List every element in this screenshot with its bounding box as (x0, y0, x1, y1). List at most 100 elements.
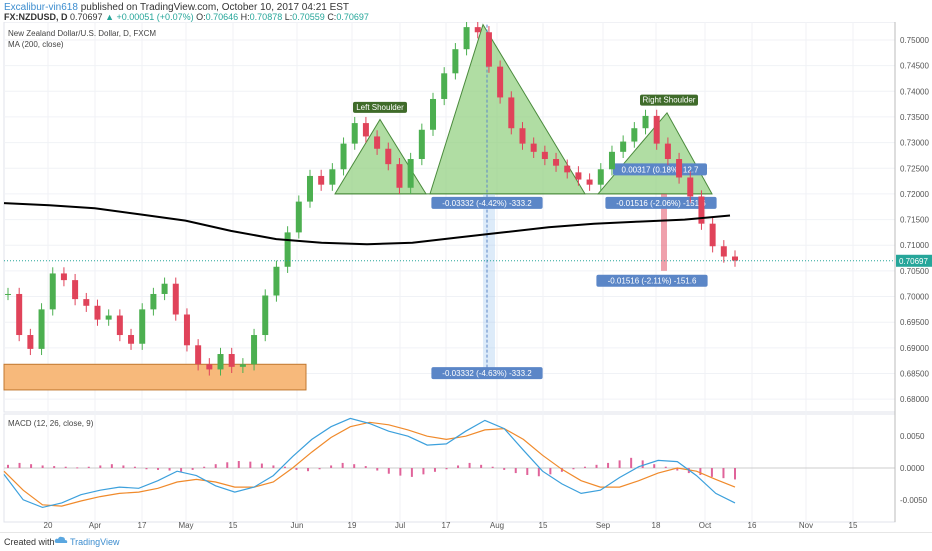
close-label: C: (327, 12, 337, 22)
up-candle (407, 159, 414, 188)
macd-histogram-bar (445, 468, 448, 470)
main-pane[interactable] (3, 22, 896, 413)
down-candle (497, 66, 504, 98)
macd-line (3, 417, 736, 509)
down-candle (519, 128, 526, 144)
macd-histogram-bar (491, 466, 494, 468)
up-candle (306, 175, 313, 202)
macd-histogram-bar (607, 462, 610, 468)
price-tick-label: 0.69500 (900, 318, 929, 327)
macd-histogram-bar (145, 468, 148, 470)
macd-legend: MACD (12, 26, close, 9) (8, 419, 94, 428)
high-label: H: (240, 12, 250, 22)
down-candle (128, 335, 135, 344)
macd-histogram-bar (583, 466, 586, 468)
support-zone-layer (3, 363, 307, 391)
macd-histogram-bar (734, 468, 736, 480)
down-candle (653, 115, 660, 144)
time-tick-label: 17 (442, 521, 451, 530)
down-candle (72, 280, 79, 300)
low-value: 0.70559 (292, 12, 325, 22)
up-candle (273, 266, 280, 296)
macd-signal-line (3, 421, 736, 507)
macd-histogram-bar (722, 468, 725, 479)
macd-histogram-bar (387, 468, 390, 474)
macd-histogram-bar (618, 460, 621, 468)
tradingview-logo-text[interactable]: TradingView (70, 537, 120, 547)
time-tick-label: Aug (490, 521, 504, 530)
time-tick-label: 18 (652, 521, 661, 530)
macd-histogram-bar (514, 468, 517, 474)
time-tick-label: 16 (748, 521, 757, 530)
up-candle (239, 364, 246, 367)
measure-label-head-top-bg (431, 196, 543, 209)
up-candle (631, 128, 638, 142)
time-tick-label: Apr (89, 521, 102, 530)
macd-histogram-bar (122, 465, 125, 468)
up-candle (329, 169, 336, 185)
up-candle (608, 151, 615, 170)
down-candle (116, 315, 123, 336)
down-candle (83, 299, 90, 306)
price-tick-label: 0.68500 (900, 370, 929, 379)
chart-header: Excalibur-vin618 published on TradingVie… (0, 0, 932, 22)
head-projection-box (483, 193, 495, 369)
down-candle (474, 27, 481, 33)
price-tick-label: 0.73000 (900, 139, 929, 148)
macd-histogram-bar (30, 464, 33, 468)
down-candle (485, 32, 492, 67)
down-candle (541, 151, 548, 160)
down-candle (530, 143, 537, 152)
time-tick-label: 20 (44, 521, 53, 530)
up-candle (38, 309, 45, 349)
macd-tick-label: 0.0050 (900, 432, 925, 441)
macd-layer (3, 417, 895, 509)
macd-histogram-bar (249, 461, 252, 468)
down-candle (720, 246, 727, 257)
macd-histogram-bar (180, 468, 183, 472)
time-tick-label: May (178, 521, 193, 530)
published-text: published on TradingView.com, October 10… (80, 2, 350, 13)
price-tick-label: 0.70500 (900, 267, 929, 276)
price-tick-label: 0.75000 (900, 36, 929, 45)
macd-histogram-bar (399, 468, 402, 476)
measure-label-head-bottom-bg (431, 367, 543, 380)
down-candle (709, 223, 716, 247)
down-candle (732, 256, 738, 261)
down-candle (318, 175, 325, 185)
down-candle (195, 345, 202, 365)
left-shoulder-label-bg (353, 101, 407, 113)
measure-label-head-top: -0.03332 (-4.42%) -333.2 (442, 199, 532, 208)
time-tick-label: Jun (291, 521, 304, 530)
down-candle (575, 172, 582, 180)
chart-title: New Zealand Dollar/U.S. Dollar, D, FXCM (8, 29, 156, 38)
down-candle (362, 123, 369, 137)
macd-histogram-bar (353, 464, 356, 468)
down-candle (676, 159, 683, 178)
macd-histogram-bar (7, 464, 9, 468)
time-tick-label: 17 (138, 521, 147, 530)
macd-histogram-bar (376, 468, 379, 471)
macd-histogram-bar (307, 468, 310, 472)
label-layer: Left Shoulder Right Shoulder 0.70697 (353, 94, 932, 267)
measure-label-small-bg (613, 163, 707, 176)
down-candle (16, 293, 23, 336)
price-tick-label: 0.68000 (900, 395, 929, 404)
last-price-tag: 0.70697 (899, 257, 928, 266)
measure-label-shoulder-top-bg (605, 196, 717, 209)
chart-panes (3, 22, 896, 523)
author-link[interactable]: Excalibur-vin618 (4, 2, 78, 13)
up-candle (295, 201, 302, 233)
shoulder-projection-box (661, 193, 667, 271)
macd-histogram-bar (503, 468, 506, 470)
close-value: 0.70697 (336, 12, 369, 22)
up-candle (284, 232, 291, 267)
price-tick-label: 0.69000 (900, 344, 929, 353)
down-candle (183, 314, 190, 346)
macd-histogram-bar (53, 466, 56, 468)
up-candle (597, 169, 604, 185)
tradingview-cloud-icon (54, 536, 68, 543)
ma200-line (3, 202, 731, 246)
price-chart[interactable]: -0.03332 (-4.42%) -333.2 -0.03332 (-4.63%… (0, 22, 932, 532)
price-tick-label: 0.71000 (900, 241, 929, 250)
